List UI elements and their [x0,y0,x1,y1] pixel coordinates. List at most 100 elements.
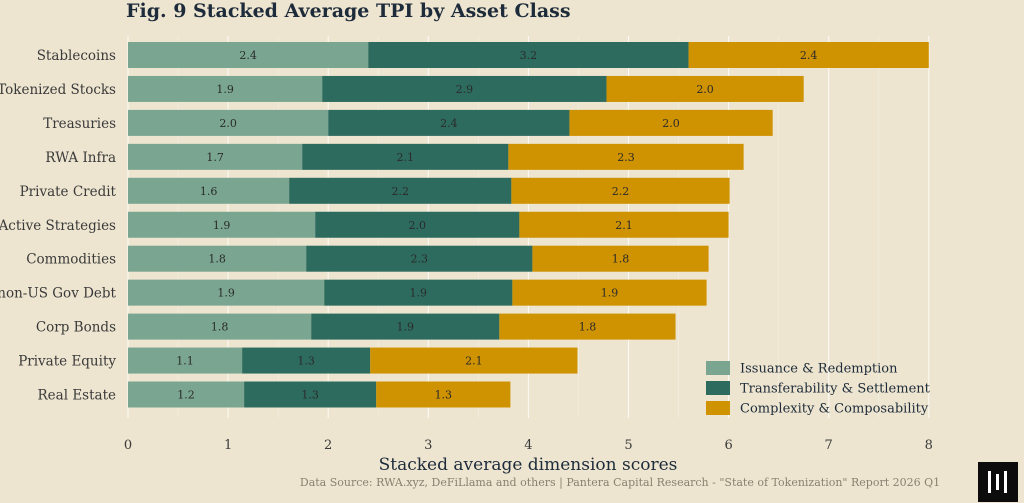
x-tick-label: 2 [324,438,332,453]
bar-value-label: 1.3 [301,389,319,402]
bar-segment [128,313,312,340]
bar-segment [128,381,245,408]
bar-segment [289,177,512,204]
bar-segment [606,75,804,102]
bar-segment [519,211,729,238]
x-tick-label: 7 [825,438,833,453]
bar-value-label: 1.8 [211,321,229,334]
legend-swatch [706,361,730,375]
x-tick-label: 8 [925,438,933,453]
bar-segment [306,245,533,272]
bar-segment [315,211,520,238]
bar-segment [508,143,744,170]
x-tick-label: 1 [224,438,232,453]
category-label: Private Equity [18,354,116,370]
legend-label: Transferability & Settlement [740,382,931,397]
category-label: Private Credit [20,184,117,200]
bar-value-label: 2.9 [456,83,474,96]
bar-segment [512,279,707,306]
bar-value-label: 2.4 [800,49,818,62]
x-tick-label: 3 [424,438,432,453]
category-label: non-US Gov Debt [0,286,117,302]
bar-value-label: 2.0 [409,219,427,232]
category-label: Treasuries [43,116,116,132]
bar-segment [324,279,513,306]
bar-value-label: 2.4 [239,49,257,62]
bar-value-label: 1.8 [612,253,630,266]
bar-segment [128,109,329,136]
bar-segment [302,143,509,170]
bar-value-label: 2.2 [612,185,630,198]
bar-value-label: 2.0 [662,117,680,130]
bar-segment [128,279,325,306]
bar-segment [328,109,570,136]
bar-segment [128,75,323,102]
bar-segment [370,347,578,374]
bar-value-label: 1.3 [435,389,453,402]
bar-value-label: 1.9 [410,287,428,300]
bar-value-label: 1.9 [601,287,619,300]
category-label: Stablecoins [37,48,116,64]
bar-segment [311,313,500,340]
bar-segment [128,143,303,170]
bar-segment [128,42,369,68]
bar-segment [128,347,243,374]
bar-segment [511,177,730,204]
bar-value-label: 2.1 [615,219,633,232]
bar-value-label: 1.9 [213,219,231,232]
bar-value-label: 1.8 [579,321,597,334]
bar-value-label: 2.4 [440,117,458,130]
x-tick-label: 0 [124,438,132,453]
pantera-logo [978,462,1018,502]
x-axis-label: Stacked average dimension scores [379,455,678,475]
bar-segment [688,42,929,68]
bar-segment [368,42,689,68]
bar-value-label: 1.9 [397,321,415,334]
legend: Issuance & Redemption Transferability & S… [706,361,931,417]
bar-segment [532,245,709,272]
bar-value-label: 1.9 [217,287,235,300]
legend-swatch [706,401,730,415]
legend-label: Complexity & Composability [740,402,929,417]
bar-value-label: 2.3 [411,253,429,266]
bar-value-label: 2.0 [696,83,714,96]
legend-label: Issuance & Redemption [740,362,898,377]
bars: 2.4 3.2 2.4 1.9 2.9 2.0 2.0 2.4 2.0 1.7 2.1 2.3 1.6 2… [128,42,929,408]
bar-segment [244,381,377,408]
bar-segment [128,245,307,272]
bar-value-label: 2.2 [392,185,410,198]
bar-segment [322,75,607,102]
x-tick-label: 4 [524,438,532,453]
category-label: Commodities [26,252,116,268]
bar-segment [128,211,316,238]
bar-value-label: 1.3 [297,355,315,368]
bar-value-label: 1.9 [216,83,234,96]
bar-value-label: 1.6 [200,185,218,198]
bar-value-label: 3.2 [520,49,538,62]
bar-segment [499,313,676,340]
category-label: Real Estate [38,388,116,404]
bar-value-label: 1.2 [177,389,195,402]
bar-value-label: 2.1 [397,151,415,164]
legend-swatch [706,381,730,395]
x-tick-label: 6 [724,438,732,453]
bar-value-label: 1.7 [206,151,224,164]
category-label: Active Strategies [0,218,116,234]
bar-segment [128,177,290,204]
category-label: Corp Bonds [36,320,116,336]
bar-segment [242,347,371,374]
data-source-note: Data Source: RWA.xyz, DeFiLlama and othe… [299,476,941,489]
x-tick-label: 5 [624,438,632,453]
bar-value-label: 1.8 [208,253,226,266]
bar-segment [569,109,773,136]
category-label: Tokenized Stocks [0,82,116,98]
x-axis-ticks: 0 1 2 3 4 5 6 7 8 [124,438,933,453]
y-axis-labels: Stablecoins Tokenized Stocks Treasuries RWA… [0,48,117,404]
bar-value-label: 2.1 [465,355,483,368]
category-label: RWA Infra [45,150,116,166]
chart-title: Fig. 9 Stacked Average TPI by Asset Clas… [126,0,571,22]
bar-value-label: 2.3 [617,151,635,164]
bar-value-label: 2.0 [219,117,237,130]
bar-segment [376,381,511,408]
